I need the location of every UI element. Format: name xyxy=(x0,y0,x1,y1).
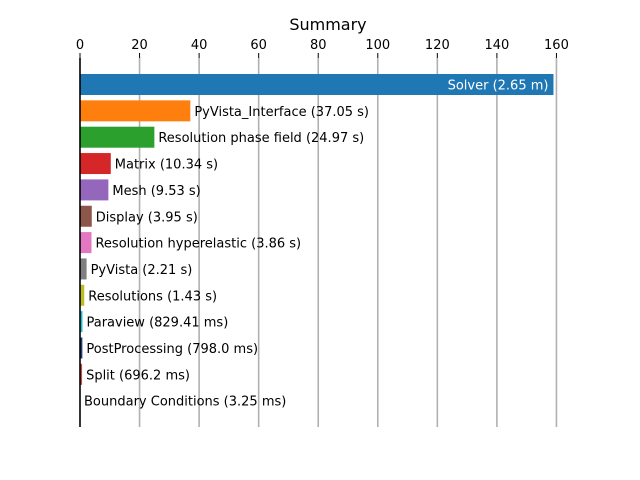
x-tick-label: 20 xyxy=(131,38,148,53)
x-tick-label: 40 xyxy=(191,38,208,53)
bar xyxy=(80,232,92,254)
bar-label: Matrix (10.34 s) xyxy=(115,158,218,173)
bar-label: PyVista (2.21 s) xyxy=(91,263,193,278)
x-axis-ticks: 0 20 40 60 80 100 120 140 160 xyxy=(76,38,569,58)
bar-label: Resolution phase field (24.97 s) xyxy=(158,131,364,146)
bar-label: Solver (2.65 m) xyxy=(448,79,549,94)
x-tick-label: 140 xyxy=(484,38,509,53)
x-tick-label: 80 xyxy=(310,38,327,53)
bar xyxy=(80,311,83,333)
bar xyxy=(80,284,85,306)
bar-label: Paraview (829.41 ms) xyxy=(86,316,228,331)
bar-label: PostProcessing (798.0 ms) xyxy=(86,342,258,357)
bar-label: Boundary Conditions (3.25 ms) xyxy=(84,395,286,410)
x-tick-label: 60 xyxy=(250,38,267,53)
bar xyxy=(80,363,83,385)
x-tick-label: 0 xyxy=(76,38,84,53)
bar xyxy=(80,337,83,359)
grid xyxy=(138,58,558,427)
bar xyxy=(80,153,111,175)
bar xyxy=(80,74,554,95)
bar xyxy=(80,258,87,280)
bar-label: Split (696.2 ms) xyxy=(86,368,190,383)
bar-label: PyVista_Interface (37.05 s) xyxy=(194,105,369,120)
bar-label: Mesh (9.53 s) xyxy=(112,184,200,199)
chart-title: Summary xyxy=(289,15,366,34)
x-tick-label: 120 xyxy=(425,38,450,53)
bar-label: Resolution hyperelastic (3.86 s) xyxy=(95,237,301,252)
bar-label: Display (3.95 s) xyxy=(96,210,198,225)
bar xyxy=(80,126,155,148)
bars: Solver (2.65 m) PyVista_Interface (37.05 … xyxy=(80,74,554,412)
bar xyxy=(80,205,92,227)
x-tick-label: 100 xyxy=(365,38,390,53)
x-tick-label: 160 xyxy=(544,38,569,53)
bar xyxy=(80,179,109,201)
bar xyxy=(80,100,191,122)
bar-label: Resolutions (1.43 s) xyxy=(88,289,217,304)
